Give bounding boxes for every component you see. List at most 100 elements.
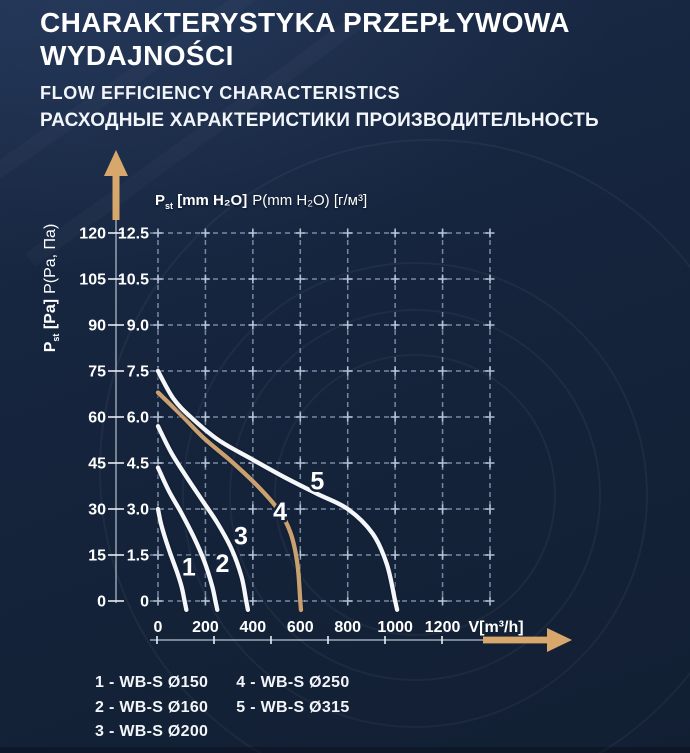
watermark-circle bbox=[182, 262, 648, 728]
grid-cross bbox=[485, 412, 495, 422]
x-tick-label: 400 bbox=[240, 619, 267, 636]
grid-cross bbox=[485, 458, 495, 468]
grid-cross bbox=[295, 228, 305, 238]
subtitle-russian: РАСХОДНЫЕ ХАРАКТЕРИСТИКИ ПРОИЗВОДИТЕЛЬНО… bbox=[40, 110, 599, 131]
grid-cross bbox=[343, 458, 353, 468]
grid-cross bbox=[390, 320, 400, 330]
curve-label-3: 3 bbox=[234, 523, 248, 551]
legend-item: 3 - WB-S Ø200 bbox=[95, 723, 209, 740]
grid-cross bbox=[248, 228, 258, 238]
subtitle-english: FLOW EFFICIENCY CHARACTERISTICS bbox=[40, 83, 401, 103]
grid-cross bbox=[343, 228, 353, 238]
y-tick-label-mm: 7.5 bbox=[127, 364, 149, 381]
curve-label-1: 1 bbox=[182, 553, 196, 581]
x-tick-label: 0 bbox=[154, 619, 163, 636]
y-tick-label-mm: 3.0 bbox=[127, 502, 149, 519]
curve-3 bbox=[155, 424, 251, 612]
grid-cross bbox=[295, 458, 305, 468]
grid-cross bbox=[390, 412, 400, 422]
curve-label-4: 4 bbox=[273, 498, 287, 526]
grid-cross bbox=[438, 366, 448, 376]
y-tick-label-pa: 60 bbox=[88, 410, 106, 427]
grid-cross bbox=[200, 228, 210, 238]
x-axis-arrow-icon bbox=[547, 628, 572, 652]
x-tick-label: 1200 bbox=[425, 619, 461, 636]
y-tick-label-pa: 120 bbox=[79, 226, 106, 243]
y-tick-label-pa: 75 bbox=[88, 364, 106, 381]
pressure-units-secondary: P(mm H₂O) [г/м³] bbox=[252, 192, 368, 209]
grid-cross bbox=[390, 458, 400, 468]
grid-cross bbox=[343, 366, 353, 376]
grid-cross bbox=[343, 274, 353, 284]
curve-2 bbox=[155, 465, 220, 612]
watermark-circle bbox=[229, 309, 601, 681]
y-tick-label-pa: 15 bbox=[88, 548, 106, 565]
x-tick-label: 800 bbox=[334, 619, 361, 636]
grid-cross bbox=[485, 320, 495, 330]
grid-cross bbox=[295, 320, 305, 330]
page-title-line2: WYDAJNOŚCI bbox=[40, 40, 234, 71]
curve-1 bbox=[155, 506, 189, 612]
grid-cross bbox=[200, 412, 210, 422]
x-unit-label: V[m³/h] bbox=[468, 619, 523, 636]
x-tick-label: 600 bbox=[287, 619, 314, 636]
curve-label-5: 5 bbox=[310, 467, 324, 495]
grid-cross bbox=[438, 274, 448, 284]
legend-item: 4 - WB-S Ø250 bbox=[236, 674, 350, 691]
grid-cross bbox=[438, 504, 448, 514]
grid-cross bbox=[485, 274, 495, 284]
grid-cross bbox=[248, 366, 258, 376]
y-tick-label-mm: 9.0 bbox=[127, 318, 149, 335]
grid-cross bbox=[438, 228, 448, 238]
header: CHARAKTERYSTYKA PRZEPŁYWOWA WYDAJNOŚCI F… bbox=[40, 6, 680, 132]
pressure-units-label: Pst [mm H₂O] P(mm H₂O) [г/м³] bbox=[155, 192, 367, 211]
grid-cross bbox=[390, 274, 400, 284]
y-axis-title-bold: Pst [Pa] bbox=[42, 298, 62, 353]
grid-cross bbox=[343, 550, 353, 560]
y-tick-label-pa: 105 bbox=[79, 272, 106, 289]
grid-cross bbox=[248, 412, 258, 422]
legend-column-2: 4 - WB-S Ø250 5 - WB-S Ø315 bbox=[236, 671, 349, 745]
grid-cross bbox=[153, 274, 163, 284]
grid-cross bbox=[390, 228, 400, 238]
grid-cross bbox=[200, 366, 210, 376]
grid-cross bbox=[248, 550, 258, 560]
grid-cross bbox=[295, 412, 305, 422]
y-tick-label-pa: 30 bbox=[88, 502, 106, 519]
y-axis-title-secondary: P(Pa, Па) bbox=[42, 223, 59, 294]
grid-cross bbox=[200, 458, 210, 468]
grid-cross bbox=[200, 274, 210, 284]
watermark-circle bbox=[99, 139, 690, 753]
grid-cross bbox=[438, 550, 448, 560]
legend-column-1: 1 - WB-S Ø150 2 - WB-S Ø160 3 - WB-S Ø20… bbox=[95, 671, 208, 745]
grid-cross bbox=[153, 550, 163, 560]
legend: 1 - WB-S Ø150 2 - WB-S Ø160 3 - WB-S Ø20… bbox=[95, 671, 350, 745]
y-tick-label-pa: 0 bbox=[97, 594, 106, 611]
legend-item: 2 - WB-S Ø160 bbox=[95, 698, 209, 716]
grid-cross bbox=[200, 320, 210, 330]
grid-cross bbox=[438, 458, 448, 468]
grid-cross bbox=[390, 366, 400, 376]
grid-cross bbox=[153, 228, 163, 238]
grid-cross bbox=[485, 596, 495, 606]
legend-item: 5 - WB-S Ø315 bbox=[236, 698, 350, 716]
bottom-edge-band bbox=[0, 747, 690, 753]
watermark-circle bbox=[274, 354, 556, 636]
grid-cross bbox=[295, 504, 305, 514]
grid-cross bbox=[295, 366, 305, 376]
curve-5 bbox=[155, 368, 400, 612]
x-axis-arrow-icon bbox=[483, 636, 555, 644]
grid-cross bbox=[485, 366, 495, 376]
y-tick-label-mm: 1.5 bbox=[127, 548, 149, 565]
curve-label-2: 2 bbox=[216, 550, 230, 578]
grid-cross bbox=[343, 596, 353, 606]
grid-cross bbox=[485, 228, 495, 238]
grid-cross bbox=[485, 504, 495, 514]
grid-cross bbox=[248, 320, 258, 330]
page-title-line1: CHARAKTERYSTYKA PRZEPŁYWOWA bbox=[40, 7, 570, 38]
grid-cross bbox=[248, 274, 258, 284]
y-tick-label-pa: 45 bbox=[88, 456, 106, 473]
grid-cross bbox=[343, 412, 353, 422]
